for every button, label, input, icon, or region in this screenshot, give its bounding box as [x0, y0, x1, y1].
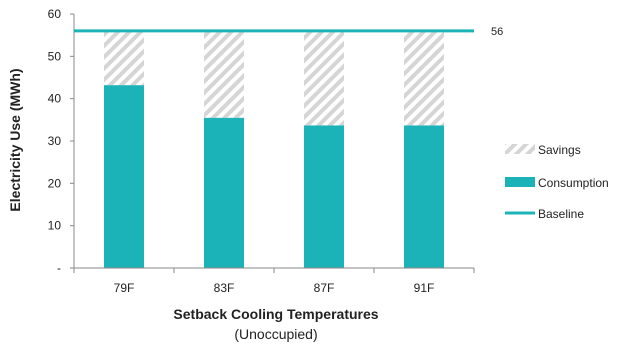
y-tick-label: 60 [48, 7, 62, 21]
legend-label-consumption: Consumption [538, 176, 609, 190]
bar-consumption-83f [204, 117, 244, 268]
bar-consumption-87f [304, 125, 344, 268]
legend: Savings Consumption Baseline [505, 143, 609, 221]
bar-savings-83f [204, 30, 244, 118]
x-tick-label-79f: 79F [114, 281, 135, 295]
bar-savings-87f [304, 30, 344, 126]
y-tick-label: 10 [48, 219, 62, 233]
y-axis-title: Electricity Use (MWh) [7, 68, 23, 211]
axes: 79F 83F 87F 91F - 10 20 30 40 50 60 [48, 7, 475, 295]
baseline-value-label: 56 [491, 26, 503, 38]
baseline-layer: 56 [74, 26, 503, 38]
bar-savings-91f [404, 30, 444, 126]
x-tick-label-83f: 83F [214, 281, 235, 295]
bars-layer [104, 30, 444, 269]
legend-label-savings: Savings [538, 143, 581, 157]
y-tick-label: - [57, 261, 61, 275]
x-axis-title: Setback Cooling Temperatures [173, 306, 378, 322]
y-tick-label: 50 [48, 49, 62, 63]
y-tick-label: 40 [48, 92, 62, 106]
y-tick-label: 20 [48, 176, 62, 190]
y-tick-label: 30 [48, 134, 62, 148]
x-axis-subtitle: (Unoccupied) [234, 326, 317, 342]
x-tick-label-87f: 87F [314, 281, 335, 295]
legend-label-baseline: Baseline [538, 207, 584, 221]
legend-swatch-consumption [505, 177, 535, 187]
bar-savings-79f [104, 30, 144, 86]
x-tick-label-91f: 91F [414, 281, 435, 295]
legend-swatch-savings [505, 144, 535, 154]
bar-consumption-79f [104, 85, 144, 269]
bar-consumption-91f [404, 125, 444, 268]
